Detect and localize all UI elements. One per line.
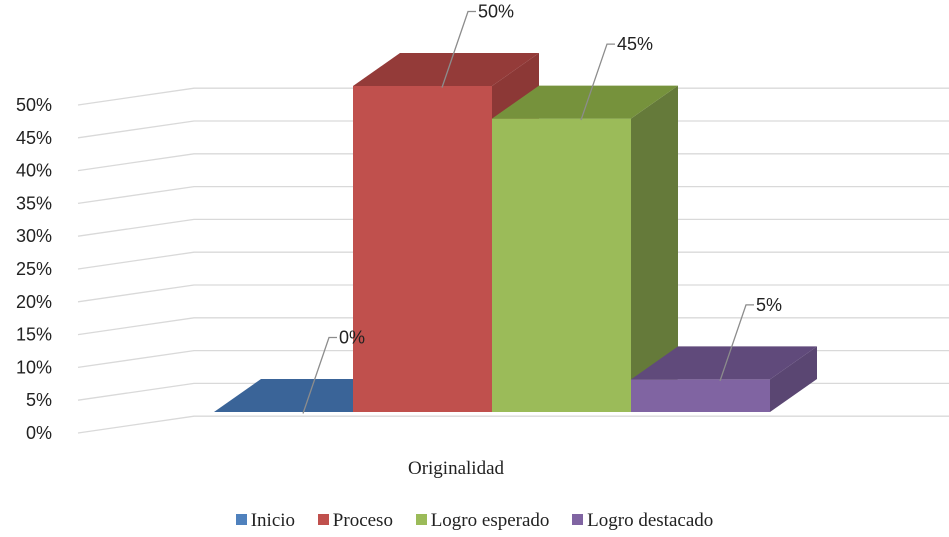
- legend-label-logro-esperado: Logro esperado: [430, 510, 550, 531]
- gridline: [77, 87, 949, 106]
- legend-item-logro-esperado: Logro esperado: [415, 510, 550, 532]
- bar-side-logro-esperado: [631, 85, 678, 412]
- x-category-label: Originalidad: [408, 458, 505, 479]
- data-labels: 0% 50% 45% 5%: [302, 2, 782, 414]
- gridline: [77, 415, 949, 434]
- gridline: [77, 317, 949, 336]
- y-tick-label: 10%: [16, 357, 52, 377]
- bar-front-logro-destacado: [631, 379, 770, 412]
- leader-line-logro-destacado: [719, 304, 754, 382]
- bar-logro-destacado: [631, 346, 817, 412]
- y-tick-label: 45%: [16, 128, 52, 148]
- gridline: [77, 120, 949, 139]
- y-tick-label: 5%: [26, 390, 52, 410]
- bar-side-logro-destacado: [770, 346, 817, 412]
- legend-label-logro-destacado: Logro destacado: [587, 510, 714, 531]
- legend-swatch-inicio: [235, 514, 247, 525]
- y-tick-label: 35%: [16, 193, 52, 213]
- legend: Inicio Proceso Logro esperado Logro dest…: [0, 510, 949, 532]
- y-tick-label: 30%: [16, 226, 52, 246]
- y-tick-label: 40%: [16, 161, 52, 181]
- data-label-logro-destacado: 5%: [756, 295, 782, 315]
- legend-item-proceso: Proceso: [317, 510, 393, 532]
- gridline: [77, 284, 949, 303]
- gridline: [77, 185, 949, 205]
- legend-label-inicio: Inicio: [250, 510, 296, 531]
- gridline: [77, 251, 949, 270]
- legend-item-inicio: Inicio: [235, 510, 296, 532]
- y-axis-ticks: 0% 5% 10% 15% 20% 25% 30% 35% 40% 45% 50%: [16, 95, 52, 443]
- bars: [214, 53, 817, 412]
- bar-top-proceso: [353, 53, 539, 86]
- legend-item-logro-destacado: Logro destacado: [572, 510, 713, 532]
- leader-line-logro-esperado: [580, 43, 615, 121]
- bar-top-logro-esperado: [492, 85, 678, 119]
- legend-label-proceso: Proceso: [332, 510, 393, 531]
- y-tick-label: 0%: [26, 423, 52, 443]
- bar-logro-esperado: [492, 85, 678, 412]
- y-tick-label: 15%: [16, 325, 52, 345]
- data-label-logro-esperado: 45%: [617, 34, 653, 54]
- leader-line-proceso: [441, 10, 476, 88]
- data-label-inicio: 0%: [339, 328, 365, 348]
- legend-swatch-logro-destacado: [572, 514, 584, 525]
- gridlines: [77, 87, 949, 434]
- legend-swatch-logro-esperado: [415, 514, 427, 525]
- y-tick-label: 20%: [16, 292, 52, 312]
- bar-top-logro-destacado: [631, 346, 817, 380]
- y-tick-label: 50%: [16, 95, 52, 115]
- y-tick-label: 25%: [16, 259, 52, 279]
- legend-swatch-proceso: [317, 514, 329, 525]
- data-label-proceso: 50%: [478, 2, 514, 22]
- bar-front-logro-esperado: [492, 118, 631, 412]
- gridline: [77, 218, 949, 237]
- leader-line-inicio: [302, 336, 337, 414]
- bar-front-proceso: [353, 86, 492, 412]
- gridline: [77, 153, 949, 172]
